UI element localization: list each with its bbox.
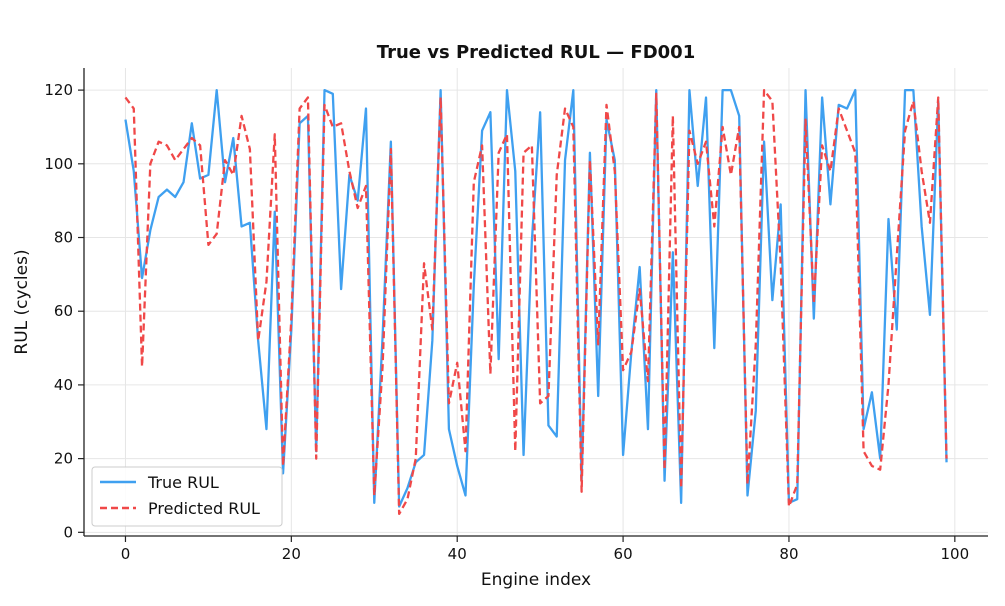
legend: True RUL Predicted RUL bbox=[92, 467, 282, 526]
chart-title: True vs Predicted RUL — FD001 bbox=[377, 42, 695, 63]
y-tick-label: 80 bbox=[54, 229, 73, 247]
y-tick-label: 120 bbox=[44, 81, 73, 99]
y-tick-label: 0 bbox=[63, 523, 73, 541]
y-axis-label: RUL (cycles) bbox=[12, 249, 32, 354]
series-group bbox=[125, 90, 946, 514]
x-tick-label: 40 bbox=[448, 545, 467, 563]
y-tick-label: 20 bbox=[54, 450, 73, 468]
legend-label-predicted: Predicted RUL bbox=[148, 499, 260, 518]
x-tick-label: 20 bbox=[282, 545, 301, 563]
y-tick-label: 100 bbox=[44, 155, 73, 173]
legend-label-true: True RUL bbox=[147, 473, 219, 492]
y-tick-label: 60 bbox=[54, 302, 73, 320]
x-tick-label: 0 bbox=[121, 545, 131, 563]
x-tick-label: 80 bbox=[779, 545, 798, 563]
x-tick-label: 100 bbox=[941, 545, 970, 563]
x-axis-label: Engine index bbox=[481, 570, 591, 590]
predicted-rul-line bbox=[125, 90, 946, 514]
y-tick-label: 40 bbox=[54, 376, 73, 394]
x-tick-label: 60 bbox=[614, 545, 633, 563]
true-rul-line bbox=[125, 90, 946, 506]
